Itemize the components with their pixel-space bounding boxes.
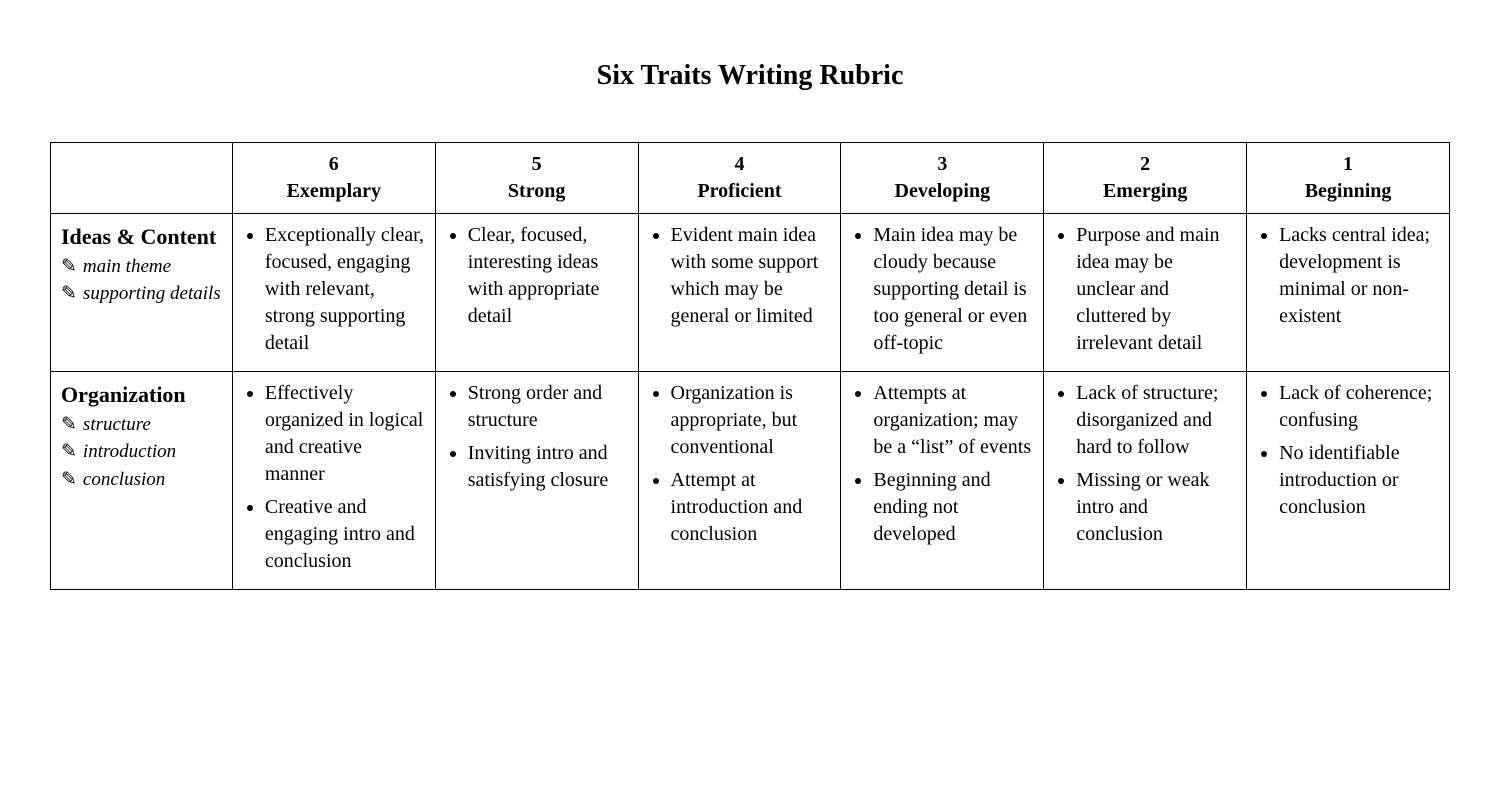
rubric-cell: Lack of structure; disorganized and hard… (1044, 372, 1247, 590)
list-item: Organization is appropriate, but convent… (671, 380, 831, 461)
trait-name: Ideas & Content (61, 222, 222, 252)
level-score: 3 (851, 151, 1033, 178)
rubric-cell: Effectively organized in logical and cre… (232, 372, 435, 590)
rubric-body: Ideas & Contentmain themesupporting deta… (51, 214, 1450, 590)
bullet-list: Lacks central idea; development is minim… (1257, 222, 1439, 330)
header-empty (51, 143, 233, 214)
bullet-list: Lack of coherence; confusing No identifia… (1257, 380, 1439, 521)
trait-subtopic: main theme (61, 254, 222, 280)
rubric-cell: Strong order and structure Inviting intro… (435, 372, 638, 590)
bullet-list: Main idea may be cloudy because supporti… (851, 222, 1033, 357)
bullet-list: Evident main idea with some support whic… (649, 222, 831, 330)
list-item: No identifiable introduction or conclusi… (1279, 440, 1439, 521)
bullet-list: Exceptionally clear, focused, engaging w… (243, 222, 425, 357)
trait-subtopic: conclusion (61, 467, 222, 493)
level-label: Proficient (649, 178, 831, 205)
rubric-cell: Exceptionally clear, focused, engaging w… (232, 214, 435, 372)
list-item: Exceptionally clear, focused, engaging w… (265, 222, 425, 357)
bullet-list: Clear, focused, interesting ideas with a… (446, 222, 628, 330)
header-row: 6 Exemplary 5 Strong 4 Proficient 3 Deve… (51, 143, 1450, 214)
level-score: 5 (446, 151, 628, 178)
list-item: Main idea may be cloudy because supporti… (873, 222, 1033, 357)
rubric-cell: Clear, focused, interesting ideas with a… (435, 214, 638, 372)
rubric-table: 6 Exemplary 5 Strong 4 Proficient 3 Deve… (50, 142, 1450, 590)
bullet-list: Organization is appropriate, but convent… (649, 380, 831, 548)
level-label: Emerging (1054, 178, 1236, 205)
rubric-cell: Attempts at organization; may be a “list… (841, 372, 1044, 590)
list-item: Lack of structure; disorganized and hard… (1076, 380, 1236, 461)
header-level-3: 3 Developing (841, 143, 1044, 214)
list-item: Effectively organized in logical and cre… (265, 380, 425, 488)
list-item: Attempt at introduction and conclusion (671, 467, 831, 548)
list-item: Creative and engaging intro and conclusi… (265, 494, 425, 575)
bullet-list: Lack of structure; disorganized and hard… (1054, 380, 1236, 548)
list-item: Purpose and main idea may be unclear and… (1076, 222, 1236, 357)
list-item: Evident main idea with some support whic… (671, 222, 831, 330)
trait-cell: Organizationstructureintroductionconclus… (51, 372, 233, 590)
list-item: Lack of coherence; confusing (1279, 380, 1439, 434)
header-level-4: 4 Proficient (638, 143, 841, 214)
list-item: Inviting intro and satisfying closure (468, 440, 628, 494)
list-item: Missing or weak intro and conclusion (1076, 467, 1236, 548)
page-title: Six Traits Writing Rubric (50, 60, 1450, 92)
header-level-5: 5 Strong (435, 143, 638, 214)
trait-name: Organization (61, 380, 222, 410)
header-level-2: 2 Emerging (1044, 143, 1247, 214)
bullet-list: Purpose and main idea may be unclear and… (1054, 222, 1236, 357)
list-item: Attempts at organization; may be a “list… (873, 380, 1033, 461)
rubric-cell: Main idea may be cloudy because supporti… (841, 214, 1044, 372)
header-level-1: 1 Beginning (1247, 143, 1450, 214)
rubric-cell: Evident main idea with some support whic… (638, 214, 841, 372)
trait-subtopic: supporting details (61, 281, 222, 307)
level-score: 4 (649, 151, 831, 178)
bullet-list: Strong order and structure Inviting intro… (446, 380, 628, 494)
level-label: Exemplary (243, 178, 425, 205)
table-row: Ideas & Contentmain themesupporting deta… (51, 214, 1450, 372)
trait-subtopic: structure (61, 412, 222, 438)
trait-cell: Ideas & Contentmain themesupporting deta… (51, 214, 233, 372)
level-score: 1 (1257, 151, 1439, 178)
list-item: Beginning and ending not developed (873, 467, 1033, 548)
level-score: 2 (1054, 151, 1236, 178)
bullet-list: Effectively organized in logical and cre… (243, 380, 425, 575)
list-item: Strong order and structure (468, 380, 628, 434)
level-score: 6 (243, 151, 425, 178)
header-level-6: 6 Exemplary (232, 143, 435, 214)
level-label: Developing (851, 178, 1033, 205)
table-row: Organizationstructureintroductionconclus… (51, 372, 1450, 590)
list-item: Lacks central idea; development is minim… (1279, 222, 1439, 330)
rubric-cell: Lacks central idea; development is minim… (1247, 214, 1450, 372)
level-label: Beginning (1257, 178, 1439, 205)
trait-subtopic: introduction (61, 439, 222, 465)
rubric-cell: Organization is appropriate, but convent… (638, 372, 841, 590)
list-item: Clear, focused, interesting ideas with a… (468, 222, 628, 330)
level-label: Strong (446, 178, 628, 205)
rubric-cell: Lack of coherence; confusing No identifia… (1247, 372, 1450, 590)
bullet-list: Attempts at organization; may be a “list… (851, 380, 1033, 548)
rubric-cell: Purpose and main idea may be unclear and… (1044, 214, 1247, 372)
